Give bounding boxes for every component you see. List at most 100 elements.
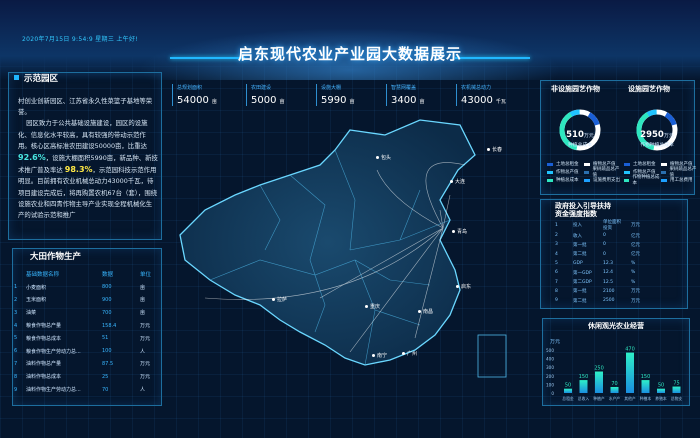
donut-segment-blue xyxy=(559,109,601,151)
legend-swatch xyxy=(624,178,630,182)
row-value: 100 xyxy=(102,348,112,355)
row-index: 7 xyxy=(555,279,558,285)
map-city-label[interactable]: 启东 xyxy=(456,283,471,290)
map-city-label[interactable]: 南昌 xyxy=(418,308,433,315)
row-unit: % xyxy=(631,261,636,267)
table-row: 1 小麦面积 800 亩 xyxy=(14,281,164,294)
legend-item: 用工总费用 xyxy=(661,176,698,184)
donut-center: 2950万元 作物种植总成本 xyxy=(627,122,687,148)
bar xyxy=(657,388,665,393)
kpi-unit: 亩 xyxy=(211,99,217,105)
row-unit: 亩 xyxy=(140,284,146,291)
bar-value-label: 150 xyxy=(641,374,651,380)
intro-text: 村创业创新园区、江苏省永久性菜篮子基地等荣誉。 园区致力于公共基础设施建设，园区… xyxy=(18,96,158,232)
table-row: 6 第一GDP 12.4% xyxy=(555,268,646,277)
row-value: 0 xyxy=(603,242,606,248)
china-map[interactable] xyxy=(150,110,540,410)
donut-title: 设施园艺作物 xyxy=(628,85,670,93)
legend-label: 土地总租金 xyxy=(633,162,656,167)
legend-label: 用工总费用 xyxy=(670,178,693,183)
row-index: 4 xyxy=(555,251,558,257)
y-tick-label: 200 xyxy=(546,374,554,379)
legend-swatch xyxy=(624,162,630,166)
intro-text-2: 园区致力于公共基础设施建设，园区的设施化、信息化水平较高，具有较强的带动示范作用… xyxy=(18,119,148,150)
y-axis-label: 万元 xyxy=(550,339,560,345)
row-unit: 亩 xyxy=(140,297,146,304)
bar xyxy=(579,380,588,393)
table-row: 9 油料作物生产劳动力总... 70 人 xyxy=(14,383,164,396)
row-unit: 万元 xyxy=(140,335,151,342)
col-unit: 单位 xyxy=(140,272,152,279)
donut-segment-teal xyxy=(636,109,678,151)
bar xyxy=(641,380,650,393)
bar xyxy=(672,386,681,393)
donut-segment-blue xyxy=(636,109,678,151)
legend-item: 果树蔬品总产值 xyxy=(661,167,698,178)
row-index: 3 xyxy=(555,242,558,248)
row-name: 油料作物总成本 xyxy=(26,374,62,381)
row-unit: 万元 xyxy=(631,298,640,304)
x-tick-label: 种植本 xyxy=(640,396,652,401)
x-tick-label: 水产产 xyxy=(609,396,621,401)
donut-chart xyxy=(559,109,601,151)
y-tick-label: 400 xyxy=(546,357,554,362)
y-tick-label: 300 xyxy=(546,365,554,370)
title-line-left xyxy=(170,57,245,59)
row-name: 小麦面积 xyxy=(26,284,47,291)
intro-title: 示范园区 xyxy=(24,74,59,84)
legend-item: 作物总产值 xyxy=(547,168,584,176)
donut-unit: 万元 xyxy=(583,133,594,139)
table-row: 5 GDP 12.3% xyxy=(555,259,646,268)
chart-title: 休闲观光农业经营 xyxy=(587,321,644,330)
map-city-label[interactable]: 广州 xyxy=(402,350,417,357)
map-city-label[interactable]: 重庆 xyxy=(365,303,380,310)
y-tick-label: 0 xyxy=(551,391,554,396)
legend-label: 土地总租金 xyxy=(556,162,579,167)
bar xyxy=(564,388,572,393)
table-row: 4 粮食作物总产量 158.4 万元 xyxy=(14,319,164,332)
map-city-label[interactable]: 拉萨 xyxy=(272,296,287,303)
row-value: 12.4 xyxy=(603,270,614,276)
map-city-label[interactable]: 长春 xyxy=(487,146,502,153)
legend-swatch xyxy=(547,162,553,166)
legend-item: 土地总租金 xyxy=(624,160,661,168)
row-name: 粮食作物总成本 xyxy=(26,335,62,342)
y-tick-label: 100 xyxy=(546,382,554,387)
row-name: 玉米面积 xyxy=(26,297,47,304)
row-index: 4 xyxy=(14,322,18,329)
bar-value-label: 75 xyxy=(673,381,679,387)
row-name: 粮食作物生产劳动力总... xyxy=(26,348,81,355)
panel-marker xyxy=(14,75,19,80)
legend-swatch xyxy=(547,170,553,174)
kpi-label: 智慧网覆盖 xyxy=(391,85,417,91)
row-name: 第一批 xyxy=(573,289,587,295)
row-value: 70 xyxy=(102,386,109,393)
map-city-label[interactable]: 青岛 xyxy=(452,228,467,235)
row-name: 第二批 xyxy=(573,252,587,258)
map-city-label[interactable]: 包头 xyxy=(376,154,391,161)
table-row: 9 第二批 2500 万元 xyxy=(555,296,646,305)
legend-swatch xyxy=(661,170,667,174)
row-value: 87.5 xyxy=(102,360,114,367)
table-row: 2 收入 0 亿元 xyxy=(555,231,646,240)
row-name: 第二GDP xyxy=(573,280,592,286)
row-index: 8 xyxy=(555,288,558,294)
row-index: 2 xyxy=(555,233,558,239)
row-unit: 亿元 xyxy=(631,233,640,239)
row-value: 2100 xyxy=(603,288,615,294)
legend-item: 果树蔬品总产值 xyxy=(584,167,621,178)
map-outline xyxy=(179,119,476,366)
crops-table: 基础数据名称 数据 单位 1 小麦面积 800 亩 2 玉米面积 900 亩 3 油菜 700 亩 4 粮食作… xyxy=(14,268,164,396)
map-city-label[interactable]: 大连 xyxy=(450,178,465,185)
horticulture-panel xyxy=(540,80,695,195)
table-row: 5 粮食作物总成本 51 万元 xyxy=(14,332,164,345)
table-row: 7 油料作物总产量 87.5 万元 xyxy=(14,358,164,371)
col-value: 数据 xyxy=(102,272,114,279)
kpi-card: 农机械总动力 43000 千瓦 xyxy=(456,84,506,106)
row-unit: 万元 xyxy=(631,223,640,228)
row-value: 158.4 xyxy=(102,322,117,329)
donut-unit: 万元 xyxy=(663,133,674,139)
y-tick-label: 500 xyxy=(546,348,554,353)
map-city-label[interactable]: 南宁 xyxy=(372,352,387,359)
legend-label: 设施费用支出 xyxy=(593,178,620,183)
